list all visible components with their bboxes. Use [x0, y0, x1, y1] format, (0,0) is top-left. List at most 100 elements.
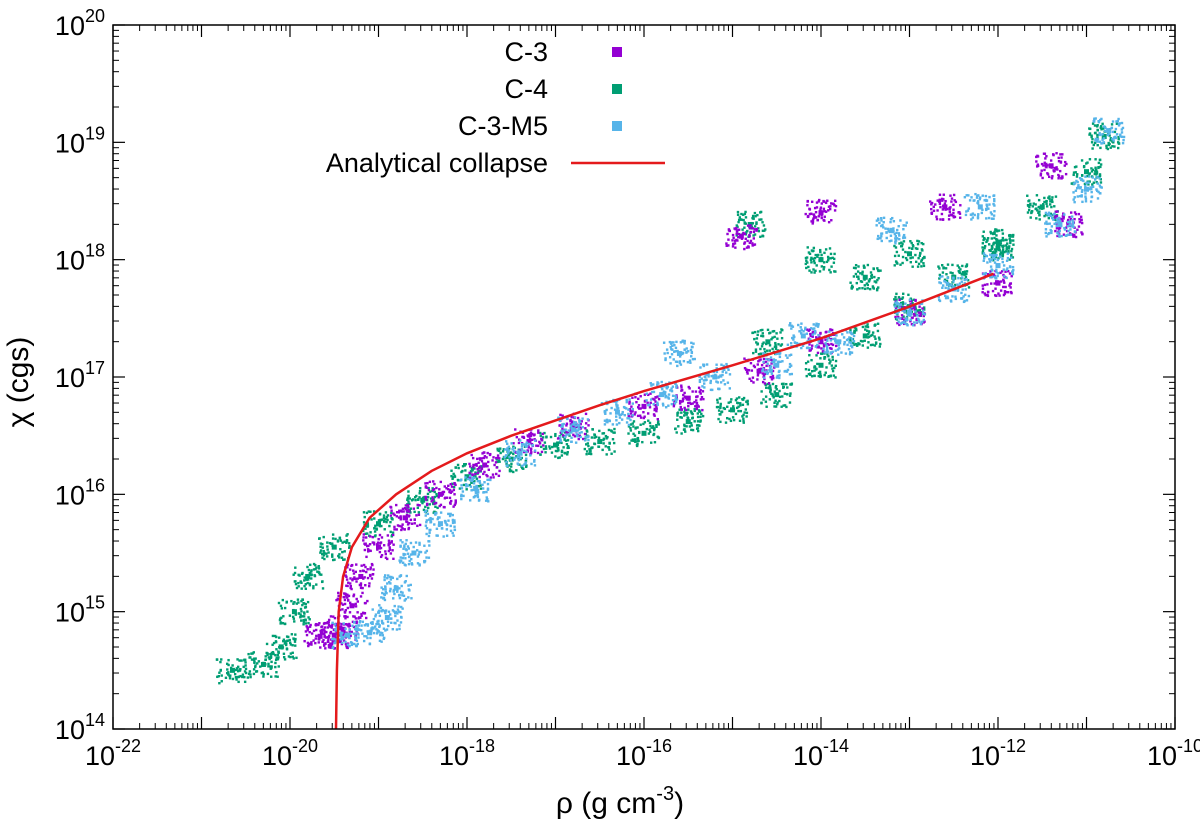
scatter-cloud-dot	[815, 264, 818, 267]
scatter-cloud-dot	[863, 287, 867, 291]
scatter-cloud-dot	[733, 242, 737, 245]
scatter-cloud-dot	[743, 226, 746, 229]
scatter-cloud-dot	[770, 362, 773, 365]
scatter-cloud-dot	[433, 482, 436, 486]
scatter-cloud-dot	[941, 275, 944, 278]
scatter-cloud-dot	[387, 543, 390, 547]
scatter-cloud-dot	[722, 364, 725, 368]
scatter-cloud-dot	[1080, 218, 1083, 221]
scatter-cloud-dot	[580, 420, 583, 423]
scatter-cloud-dot	[684, 408, 688, 412]
scatter-cloud-dot	[636, 406, 640, 409]
scatter-cloud-dot	[771, 393, 774, 396]
scatter-cloud-dot	[339, 638, 343, 641]
scatter-cloud-dot	[299, 615, 303, 618]
scatter-cloud-dot	[873, 335, 876, 338]
scatter-cloud-dot	[628, 407, 632, 411]
scatter-cloud-dot	[328, 541, 332, 545]
scatter-cloud-dot	[344, 640, 347, 644]
scatter-cloud-dot	[939, 205, 942, 209]
scatter-cloud-dot	[690, 355, 693, 358]
scatter-cloud-dot	[218, 671, 221, 674]
scatter-cloud-dot	[996, 230, 999, 233]
scatter-cloud-dot	[705, 363, 709, 366]
scatter-cloud-dot	[878, 237, 881, 240]
scatter-cloud-dot	[976, 216, 980, 220]
scatter-cloud-dot	[704, 378, 707, 382]
scatter-cloud-dot	[899, 219, 902, 222]
scatter-cloud-dot	[292, 573, 295, 576]
scatter-cloud-dot	[1037, 198, 1041, 202]
scatter-cloud-dot	[902, 236, 905, 240]
scatter-cloud-dot	[901, 261, 904, 265]
scatter-cloud-dot	[305, 633, 309, 637]
scatter-cloud-dot	[451, 477, 454, 481]
scatter-cloud-dot	[586, 418, 590, 421]
scatter-cloud-dot	[239, 668, 242, 671]
scatter-cloud-dot	[819, 357, 822, 360]
scatter-cloud-dot	[896, 317, 899, 320]
scatter-cloud-dot	[760, 390, 763, 393]
scatter-cloud-dot	[1096, 197, 1100, 200]
scatter-cloud-dot	[1048, 197, 1051, 201]
scatter-cloud-dot	[833, 339, 837, 342]
scatter-cloud-dot	[695, 404, 698, 407]
scatter-cloud-dot	[368, 543, 372, 546]
scatter-cloud-dot	[919, 322, 923, 326]
scatter-cloud-dot	[327, 623, 331, 627]
scatter-cloud-dot	[868, 277, 872, 281]
scatter-cloud-dot	[341, 637, 344, 641]
scatter-cloud-dot	[1117, 124, 1121, 127]
scatter-cloud-dot	[963, 196, 967, 199]
scatter-cloud-dot	[1051, 196, 1054, 199]
scatter-cloud-dot	[321, 640, 324, 643]
scatter-cloud-dot	[344, 593, 348, 597]
scatter-cloud-dot	[639, 423, 642, 426]
scatter-cloud-dot	[386, 577, 389, 580]
scatter-cloud-dot	[1108, 132, 1111, 135]
scatter-cloud-dot	[527, 446, 530, 449]
scatter-cloud-dot	[298, 574, 301, 577]
scatter-cloud-dot	[742, 398, 745, 401]
scatter-cloud-dot	[652, 425, 655, 428]
scatter-cloud-dot	[450, 482, 454, 486]
scatter-cloud-dot	[348, 645, 351, 648]
scatter-cloud-dot	[751, 214, 755, 218]
scatter-cloud-dot	[486, 464, 489, 468]
scatter-cloud-dot	[1000, 270, 1004, 273]
scatter-cloud-dot	[1042, 202, 1045, 206]
scatter-cloud-dot	[528, 437, 532, 440]
scatter-cloud-dot	[295, 586, 299, 590]
scatter-cloud-dot	[919, 302, 923, 306]
scatter-cloud-dot	[631, 402, 634, 405]
scatter-cloud-dot	[391, 533, 395, 537]
scatter-cloud-dot	[686, 360, 690, 364]
scatter-cloud-dot	[946, 263, 950, 266]
scatter-cloud-dot	[562, 429, 566, 433]
scatter-cloud-dot	[439, 511, 443, 514]
scatter-cloud-dot	[661, 387, 664, 391]
scatter-cloud-dot	[947, 214, 951, 217]
scatter-cloud-dot	[477, 461, 480, 464]
scatter-cloud-dot	[375, 628, 378, 631]
scatter-cloud-dot	[857, 277, 860, 281]
scatter-cloud-dot	[780, 405, 783, 408]
scatter-cloud-dot	[269, 665, 272, 668]
scatter-cloud-dot	[429, 516, 432, 520]
scatter-cloud-dot	[240, 659, 243, 662]
scatter-cloud-dot	[418, 523, 422, 527]
scatter-cloud-dot	[678, 408, 681, 411]
scatter-cloud-dot	[595, 435, 598, 439]
scatter-cloud-dot	[993, 248, 997, 251]
scatter-cloud-dot	[753, 233, 757, 236]
scatter-cloud-dot	[510, 442, 513, 445]
scatter-cloud-dot	[876, 269, 880, 272]
scatter-cloud-dot	[735, 230, 739, 233]
scatter-cloud-dot	[380, 536, 384, 539]
data-point-c-3	[818, 339, 824, 345]
scatter-cloud-dot	[481, 483, 484, 486]
scatter-cloud-dot	[765, 357, 768, 361]
scatter-cloud-dot	[416, 524, 419, 528]
data-point-c-3	[818, 210, 824, 216]
scatter-cloud-dot	[939, 218, 942, 221]
